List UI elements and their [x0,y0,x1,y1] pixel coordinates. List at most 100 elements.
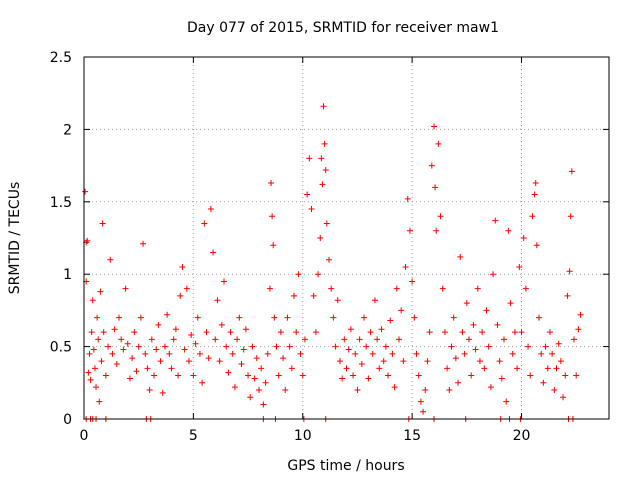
data-point [527,372,534,379]
data-point [378,326,385,333]
data-point [511,329,518,336]
data-point [194,314,201,321]
data-point [190,372,197,379]
data-point [166,350,173,357]
data-point [236,314,243,321]
data-point [268,179,275,186]
data-point [260,401,267,408]
data-point [422,387,429,394]
data-point [343,365,350,372]
plot-frame [83,56,610,420]
data-point [137,314,144,321]
data-point [466,336,472,343]
data-point [148,336,155,343]
data-point [575,326,582,333]
data-point [367,329,374,336]
data-point [518,329,525,336]
data-point [188,332,195,339]
data-point [98,358,105,365]
data-point [336,358,343,365]
x-tick-label: 20 [513,428,531,444]
data-point [330,314,337,321]
data-point [221,278,227,285]
data-point [413,350,420,357]
x-tick-label: 15 [403,428,421,444]
y-axis-label: SRMTID / TECUs [7,182,23,295]
data-point [109,350,116,357]
data-point [352,350,359,357]
data-point [172,326,179,333]
data-point [441,329,448,336]
data-point [275,372,282,379]
x-tick-label: 5 [189,428,198,444]
data-point [505,227,512,234]
data-point [94,314,101,321]
data-point [242,326,249,333]
data-point [105,343,112,350]
data-point [295,271,302,278]
data-point [426,329,433,336]
y-tick-label: 0.5 [50,340,72,356]
data-point [205,355,212,362]
data-point [402,263,409,270]
data-point [207,206,214,213]
data-point [322,166,329,173]
data-point [568,168,575,175]
data-point [356,336,363,343]
data-point [319,181,326,188]
data-point [249,343,256,350]
data-point [553,365,560,372]
data-point [435,140,442,147]
data-point [562,372,569,379]
data-point [437,213,444,220]
y-tick-label: 0 [63,412,72,428]
data-point [87,376,94,383]
data-point [251,375,258,382]
data-point [262,379,269,386]
data-point [286,343,293,350]
data-point [470,321,477,328]
data-point [566,268,573,275]
data-point [82,188,89,195]
data-point [490,271,497,278]
data-point [494,321,501,328]
data-point [216,358,223,365]
data-point [398,307,405,314]
data-point [312,329,319,336]
data-point [481,365,488,372]
data-point [385,372,392,379]
data-point [231,384,238,391]
grid-lines [84,57,609,419]
data-point [227,329,234,336]
data-point [555,340,562,347]
data-point [86,350,93,357]
data-point [532,179,539,186]
data-point [170,336,177,343]
data-point [133,368,140,375]
data-point [479,329,486,336]
data-point [89,297,96,304]
data-point [196,350,203,357]
data-point [332,343,339,350]
data-point [93,384,100,391]
data-point [99,220,106,227]
data-point [301,336,308,343]
data-point [415,372,422,379]
data-point [439,285,446,292]
data-point [444,365,451,372]
data-point [306,155,313,162]
data-point [293,329,300,336]
data-point [382,343,389,350]
data-point [214,297,221,304]
data-point [304,191,311,198]
data-point [503,398,510,405]
data-point [487,384,494,391]
data-point [347,326,354,333]
data-point [404,195,411,202]
data-point [320,103,327,110]
data-point [234,336,241,343]
data-point [455,379,462,386]
data-point [210,249,217,256]
data-point [389,350,396,357]
data-point [203,329,210,336]
